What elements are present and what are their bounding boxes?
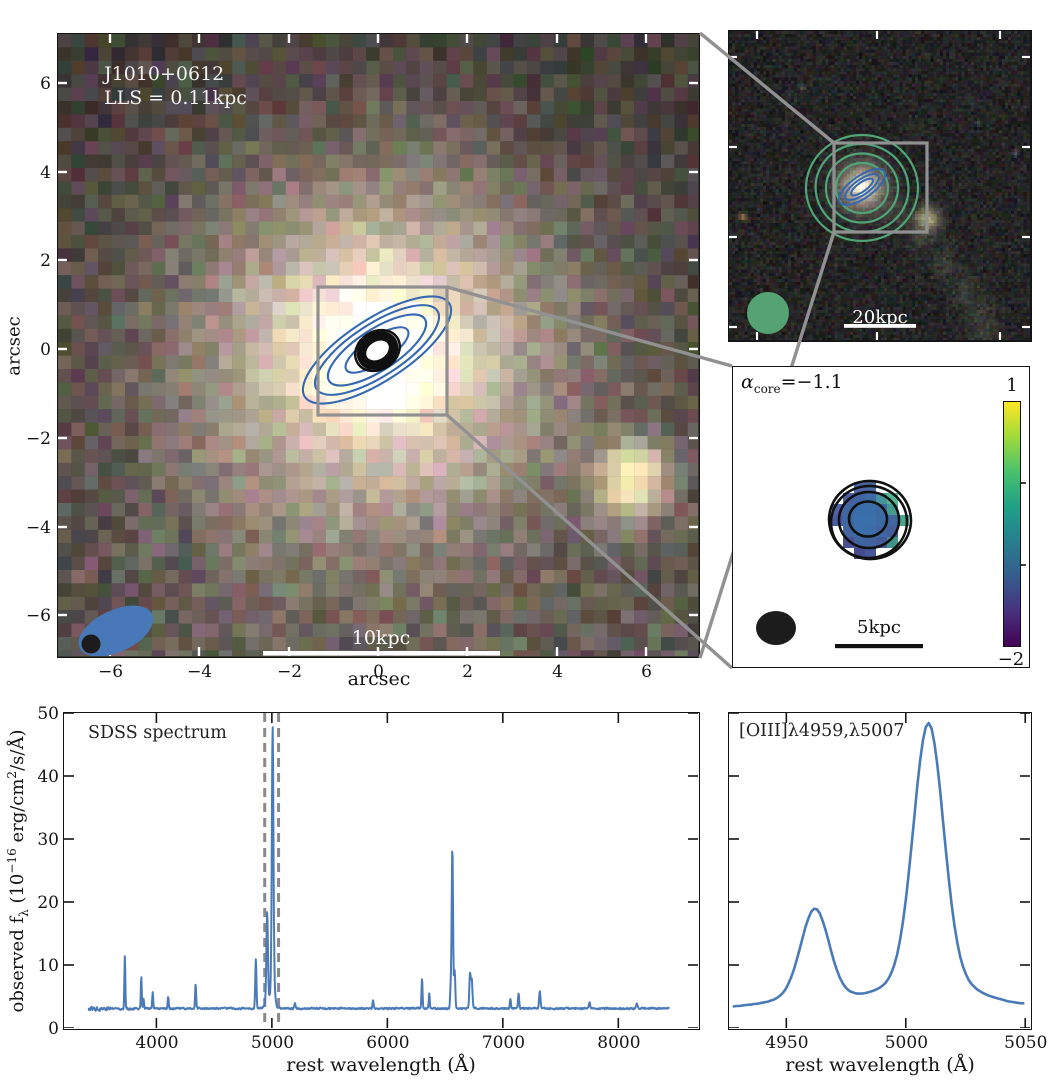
spectrum-y-axis-title: observed fλ (10−16 erg/cm2/s/Å) [5, 729, 31, 1013]
main-y-tick-label: 6 [40, 73, 51, 94]
alpha-map-pixel [843, 526, 854, 537]
widefield-image [729, 31, 1030, 340]
alpha-map-pixel [832, 504, 843, 515]
alpha-map-pixel [887, 504, 898, 515]
scalebar-label-10kpc: 10kpc [351, 627, 411, 649]
spectrum-x-tick-label: 5050 [1004, 1033, 1048, 1053]
sdss-spectrum-panel: SDSS spectrum [63, 712, 700, 1030]
alpha-map-pixel [876, 493, 887, 504]
alpha-map-pixel [843, 537, 854, 548]
alpha-subscript: core [753, 381, 781, 396]
colorbar-bottom-label: −2 [997, 649, 1025, 670]
main-y-tick-label: −4 [25, 517, 51, 538]
alpha-map-pixel [854, 515, 865, 526]
galaxy-image-panel: J1010+0612 LLS = 0.11kpc 10kpc [57, 33, 700, 658]
alpha-map-pixel [865, 515, 876, 526]
alpha-map-pixel [854, 493, 865, 504]
alpha-map-pixel [865, 526, 876, 537]
galaxy-image [58, 34, 698, 656]
colorbar [1003, 401, 1021, 647]
alpha-map-pixel [843, 493, 854, 504]
main-y-tick-label: 4 [40, 162, 51, 183]
spectrum-x-tick-label: 5000 [250, 1033, 295, 1053]
main-y-axis-title: arcsec [3, 316, 25, 376]
spectrum-x-tick-label: 6000 [366, 1033, 410, 1053]
oiii-zoom-plot [729, 713, 1030, 1028]
alpha-map-pixel [898, 515, 909, 526]
main-x-tick-label: 4 [552, 662, 564, 682]
main-x-tick-label: −4 [187, 662, 213, 682]
widefield-image-panel: 20kpc [728, 30, 1032, 342]
spectrum-y-tick-label: 50 [37, 703, 59, 724]
spectrum-x-tick-label: 4950 [765, 1033, 809, 1053]
spectrum-x-tick-label: 8000 [597, 1033, 641, 1053]
alpha-map-pixel [854, 482, 865, 493]
spectrum-curve [87, 726, 670, 1012]
scalebar-label-20kpc: 20kpc [852, 307, 908, 328]
main-y-tick-label: −2 [25, 428, 51, 449]
main-x-axis-title: arcsec [347, 668, 411, 690]
spectrum-y-tick-label: 10 [37, 955, 59, 976]
main-x-tick-label: −2 [277, 662, 303, 682]
scalebar-label-5kpc: 5kpc [857, 617, 901, 638]
main-x-tick-label: 2 [462, 662, 474, 682]
alpha-map-pixel [854, 537, 865, 548]
main-y-tick-label: 2 [40, 250, 51, 271]
main-x-tick-label: −6 [98, 662, 124, 682]
alpha-map-pixel [843, 504, 854, 515]
alpha-symbol: α [741, 371, 754, 393]
spectrum-x-tick-label: 5000 [884, 1033, 929, 1053]
colorbar-top-label: 1 [1006, 375, 1018, 396]
alpha-map-pixel [865, 482, 876, 493]
alpha-map-pixel [865, 537, 876, 548]
alpha-map-pixel [887, 493, 898, 504]
main-y-tick-label: 0 [40, 339, 51, 360]
alpha-value: =−1.1 [780, 371, 843, 393]
alpha-map-pixel [832, 515, 843, 526]
main-x-tick-label: 6 [641, 662, 653, 682]
spectrum-y-tick-label: 20 [37, 892, 59, 913]
target-name-label: J1010+0612 [104, 63, 225, 85]
alpha-map-pixel [865, 493, 876, 504]
spectrum-curve [732, 721, 1025, 1008]
oiii-zoom-panel: [OIII]λ4959,λ5007 [728, 712, 1032, 1030]
spectrum-y-tick-label: 40 [37, 766, 59, 787]
alpha-map-pixel [887, 537, 898, 548]
alpha-map-pixel [854, 548, 865, 559]
alpha-map-pixel [876, 526, 887, 537]
alpha-map-pixel [876, 504, 887, 515]
oiii-label: [OIII]λ4959,λ5007 [739, 721, 905, 741]
spectrum-x-axis-title: rest wavelength (Å) [286, 1054, 476, 1076]
alpha-map-pixel [865, 504, 876, 515]
sdss-spectrum-label: SDSS spectrum [88, 723, 227, 743]
alpha-map-pixel [854, 504, 865, 515]
alpha-map-pixel [865, 548, 876, 559]
alpha-map-pixel [843, 515, 854, 526]
spectral-index-panel: αcore=−1.1 1 −2 5kpc [732, 366, 1030, 670]
alpha-map-pixel [876, 515, 887, 526]
alpha-map-pixel [887, 515, 898, 526]
main-x-tick-label: 0 [373, 662, 385, 682]
alpha-core-label: αcore=−1.1 [741, 371, 843, 396]
alpha-beam-ellipse [756, 611, 796, 645]
spectrum-x-tick-label: 4000 [135, 1033, 179, 1053]
spectrum-y-tick-label: 0 [48, 1018, 59, 1039]
spectrum-y-tick-label: 30 [37, 829, 59, 850]
scalebar-5kpc [835, 644, 923, 649]
lls-label: LLS = 0.11kpc [104, 87, 247, 109]
alpha-contour [827, 479, 913, 561]
alpha-map-pixel [854, 526, 865, 537]
main-y-tick-label: −6 [25, 605, 51, 626]
spectrum-x-tick-label: 7000 [481, 1033, 526, 1053]
sdss-spectrum-plot [64, 713, 698, 1028]
oiii-x-axis-title: rest wavelength (Å) [785, 1054, 975, 1076]
alpha-map-pixel [876, 537, 887, 548]
alpha-map-pixel [887, 526, 898, 537]
